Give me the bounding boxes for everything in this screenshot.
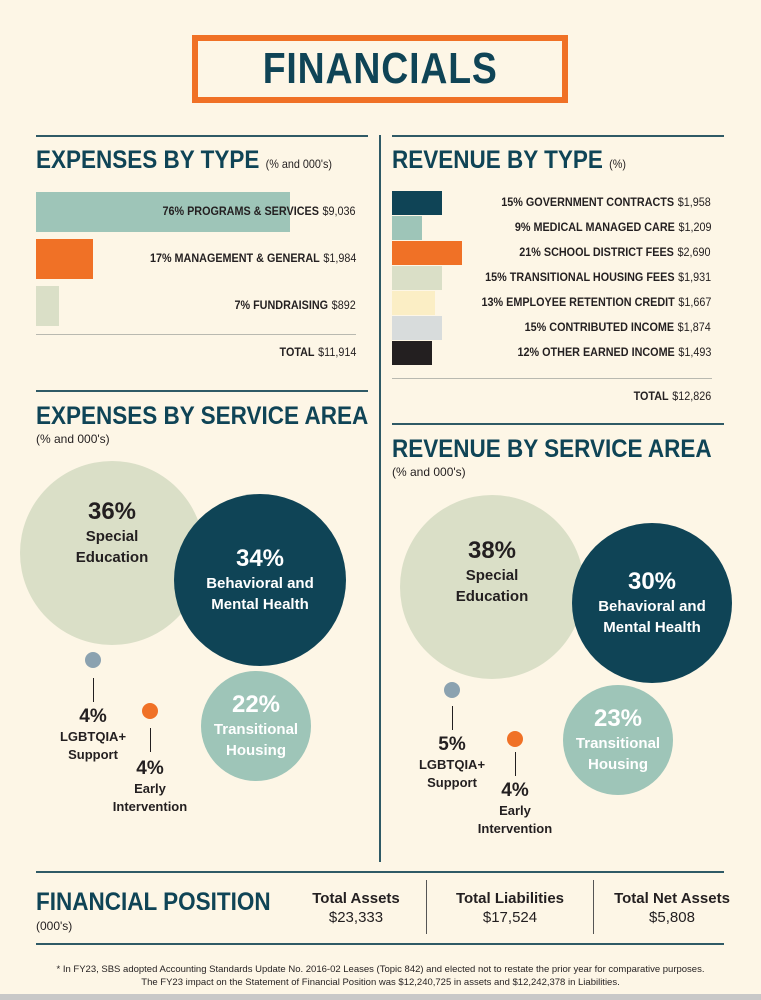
page-title: FINANCIALS <box>262 44 498 93</box>
bar <box>36 192 290 232</box>
bar <box>392 316 443 340</box>
divider <box>36 943 724 945</box>
bar <box>392 216 423 240</box>
revenue-by-service-subtitle: (% and 000's) <box>392 465 466 479</box>
divider <box>426 880 427 934</box>
bar <box>392 266 443 290</box>
divider <box>36 135 368 137</box>
bar <box>36 239 93 279</box>
label-lgbtqia-support: 4% LGBTQIA+ Support <box>59 706 127 762</box>
divider <box>36 871 724 873</box>
bubble-early-intervention <box>507 731 523 747</box>
financial-position-title: FINANCIAL POSITION <box>36 888 271 916</box>
total-net-assets: Total Net Assets $5,808 <box>614 890 730 926</box>
label-early-intervention: 4% Early Intervention <box>112 758 188 814</box>
total-assets: Total Assets $23,333 <box>312 890 400 926</box>
expenses-by-type-title: EXPENSES BY TYPE (% and 000's) <box>36 146 332 174</box>
bubble-lgbtqia-support <box>85 652 101 668</box>
expenses-total: TOTAL $11,914 <box>279 345 356 359</box>
revenue-by-service-title: REVENUE BY SERVICE AREA <box>392 435 712 463</box>
expenses-by-service-title: EXPENSES BY SERVICE AREA <box>36 402 369 430</box>
bar <box>392 341 433 365</box>
bar-label: 13% EMPLOYEE RETENTION CREDIT $1,667 <box>481 295 711 309</box>
bottom-band <box>0 994 761 1000</box>
bar <box>392 291 436 315</box>
leader-line <box>150 728 151 752</box>
bubble-special-education: 38% Special Education <box>400 495 584 679</box>
bubble-transitional-housing: 23% Transitional Housing <box>563 685 673 795</box>
bar-label: 15% GOVERNMENT CONTRACTS $1,958 <box>501 195 711 209</box>
divider <box>36 390 368 392</box>
bar-label: 76% PROGRAMS & SERVICES $9,036 <box>162 204 356 218</box>
bar <box>36 286 60 326</box>
total-rule <box>36 334 356 335</box>
bar-label: 15% CONTRIBUTED INCOME $1,874 <box>524 320 711 334</box>
center-divider <box>379 135 381 862</box>
total-rule <box>392 378 712 379</box>
footnote: * In FY23, SBS adopted Accounting Standa… <box>56 964 705 988</box>
bar <box>392 191 443 215</box>
page-title-box: FINANCIALS <box>192 35 568 103</box>
label-lgbtqia-support: 5% LGBTQIA+ Support <box>418 734 486 790</box>
bar-label: 21% SCHOOL DISTRICT FEES $2,690 <box>519 245 711 259</box>
bubble-special-education: 36% Special Education <box>20 461 204 645</box>
bubble-behavioral-mental-health: 34% Behavioral and Mental Health <box>174 494 346 666</box>
bar-label: 17% MANAGEMENT & GENERAL $1,984 <box>149 251 356 265</box>
leader-line <box>452 706 453 730</box>
bar-label: 15% TRANSITIONAL HOUSING FEES $1,931 <box>484 270 711 284</box>
financial-position-subtitle: (000's) <box>36 919 73 933</box>
expenses-by-service-subtitle: (% and 000's) <box>36 432 110 446</box>
bar-label: 7% FUNDRAISING $892 <box>234 298 356 312</box>
revenue-total: TOTAL $12,826 <box>633 389 711 403</box>
divider <box>392 135 724 137</box>
bar <box>392 241 463 265</box>
bubble-behavioral-mental-health: 30% Behavioral and Mental Health <box>572 523 732 683</box>
bubble-transitional-housing: 22% Transitional Housing <box>201 671 311 781</box>
divider <box>392 423 724 425</box>
divider <box>593 880 594 934</box>
total-liabilities: Total Liabilities $17,524 <box>455 890 565 926</box>
bubble-early-intervention <box>142 703 158 719</box>
bubble-lgbtqia-support <box>444 682 460 698</box>
revenue-by-type-title: REVENUE BY TYPE (%) <box>392 146 626 174</box>
bar-label: 12% OTHER EARNED INCOME $1,493 <box>517 345 711 359</box>
leader-line <box>515 752 516 776</box>
bar-label: 9% MEDICAL MANAGED CARE $1,209 <box>514 220 711 234</box>
label-early-intervention: 4% Early Intervention <box>477 780 553 836</box>
leader-line <box>93 678 94 702</box>
